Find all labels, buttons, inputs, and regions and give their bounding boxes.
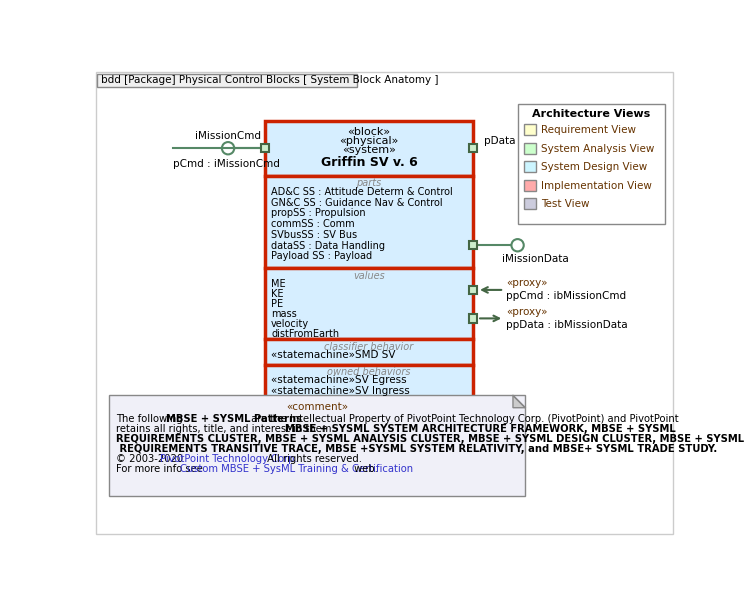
Text: velocity: velocity — [272, 319, 309, 329]
Text: «statemachine»SV Egress: «statemachine»SV Egress — [272, 376, 406, 385]
Bar — [265, 339, 473, 365]
Bar — [524, 143, 536, 154]
Text: «system»: «system» — [342, 145, 396, 155]
Bar — [524, 180, 536, 191]
Text: Custom MBSE + SysML Training & Certification: Custom MBSE + SysML Training & Certifica… — [180, 464, 413, 474]
Text: System Design View: System Design View — [541, 162, 647, 172]
Text: REQUIREMENTS TRANSITIVE TRACE, MBSE +SYSML SYSTEM RELATIVITY, and MBSE+ SYSML TR: REQUIREMENTS TRANSITIVE TRACE, MBSE +SYS… — [116, 444, 717, 454]
Text: values: values — [353, 271, 385, 281]
Bar — [469, 286, 477, 294]
Text: iMissionCmd: iMissionCmd — [195, 131, 261, 141]
Text: PivotPoint Technology Corp.: PivotPoint Technology Corp. — [160, 454, 298, 464]
Text: distFromEarth: distFromEarth — [272, 329, 339, 339]
Bar — [98, 74, 358, 88]
Text: «comment»: «comment» — [286, 401, 349, 412]
Bar — [265, 121, 473, 176]
Text: Test View: Test View — [541, 199, 590, 209]
Text: propSS : Propulsion: propSS : Propulsion — [272, 208, 366, 218]
Bar — [469, 144, 477, 152]
Text: KE: KE — [272, 289, 284, 299]
Text: PE: PE — [272, 299, 284, 309]
Bar — [518, 104, 665, 224]
Text: Implementation View: Implementation View — [541, 181, 652, 191]
Text: Payload SS : Payload: Payload SS : Payload — [272, 251, 372, 262]
Text: The following: The following — [116, 414, 185, 424]
Polygon shape — [513, 395, 525, 408]
Text: bdd [Package] Physical Control Blocks [ System Block Anatomy ]: bdd [Package] Physical Control Blocks [ … — [101, 75, 439, 85]
Text: GN&C SS : Guidance Nav & Control: GN&C SS : Guidance Nav & Control — [272, 197, 442, 208]
Bar — [261, 144, 269, 152]
Text: «proxy»: «proxy» — [506, 307, 548, 317]
Text: iMissionData: iMissionData — [503, 254, 569, 265]
Text: © 2003-2020: © 2003-2020 — [116, 454, 186, 464]
Text: mass: mass — [272, 309, 297, 319]
Bar — [110, 395, 525, 496]
Text: Griffin SV v. 6: Griffin SV v. 6 — [320, 156, 417, 169]
Text: ME: ME — [272, 279, 286, 289]
Text: «statemachine»SV Ingress: «statemachine»SV Ingress — [272, 386, 410, 396]
Bar — [469, 314, 477, 323]
Bar — [265, 365, 473, 398]
Text: MBSE + SYSML SYSTEM ARCHITECTURE FRAMEWORK, MBSE + SYSML: MBSE + SYSML SYSTEM ARCHITECTURE FRAMEWO… — [285, 424, 676, 434]
Bar — [524, 198, 536, 209]
Text: AD&C SS : Attitude Determ & Control: AD&C SS : Attitude Determ & Control — [272, 187, 453, 197]
Bar — [469, 241, 477, 250]
Text: «block»: «block» — [347, 127, 391, 137]
Text: MBSE + SYSML Patterns: MBSE + SYSML Patterns — [166, 414, 302, 424]
Bar — [265, 176, 473, 268]
Text: pData: pData — [484, 136, 515, 146]
Text: «physical»: «physical» — [339, 136, 399, 146]
Text: dataSS : Data Handling: dataSS : Data Handling — [272, 241, 386, 251]
Text: parts: parts — [356, 178, 382, 188]
Text: Architecture Views: Architecture Views — [532, 109, 651, 119]
Bar — [524, 161, 536, 172]
Text: «proxy»: «proxy» — [506, 278, 548, 289]
Text: System Analysis View: System Analysis View — [541, 143, 654, 154]
Text: owned behaviors: owned behaviors — [327, 367, 411, 377]
Text: SVbusSS : SV Bus: SVbusSS : SV Bus — [272, 230, 357, 240]
Text: are the Intellectual Property of PivotPoint Technology Corp. (PivotPoint) and Pi: are the Intellectual Property of PivotPo… — [248, 414, 679, 424]
Text: retains all rights, title, and interest in them:: retains all rights, title, and interest … — [116, 424, 338, 434]
Text: pCmd : iMissionCmd: pCmd : iMissionCmd — [172, 159, 280, 169]
Text: For more info see: For more info see — [116, 464, 206, 474]
Text: commSS : Comm: commSS : Comm — [272, 219, 355, 229]
Text: ppData : ibMissionData: ppData : ibMissionData — [506, 320, 628, 330]
Text: «statemachine»SMD SV: «statemachine»SMD SV — [272, 350, 396, 360]
Text: classifier behavior: classifier behavior — [324, 341, 413, 352]
Text: Requirement View: Requirement View — [541, 125, 636, 135]
Bar — [265, 268, 473, 339]
Bar — [524, 124, 536, 135]
Text: web.: web. — [351, 464, 378, 474]
Text: All rights reserved.: All rights reserved. — [264, 454, 362, 464]
Text: REQUIREMENTS CLUSTER, MBSE + SYSML ANALYSIS CLUSTER, MBSE + SYSML DESIGN CLUSTER: REQUIREMENTS CLUSTER, MBSE + SYSML ANALY… — [116, 434, 744, 444]
Text: ppCmd : ibMissionCmd: ppCmd : ibMissionCmd — [506, 292, 626, 301]
